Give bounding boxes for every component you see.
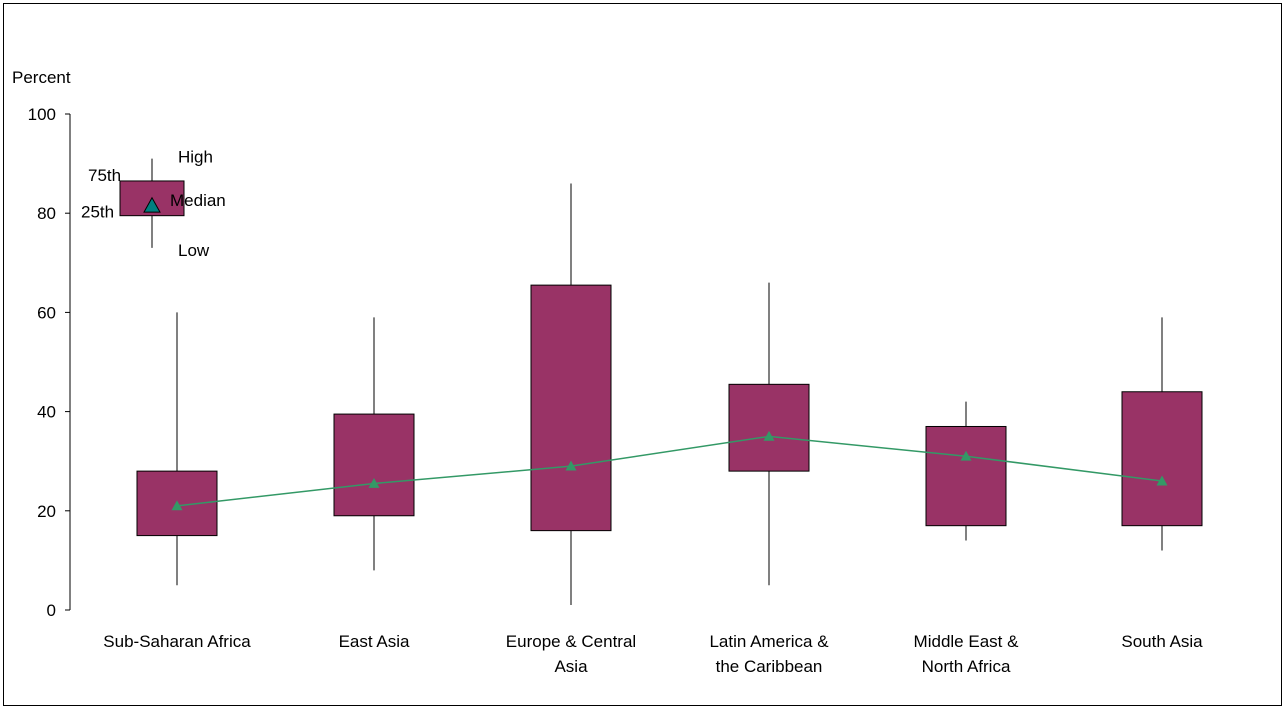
key-label-high: High [178, 148, 213, 167]
x-tick-label: South Asia [1121, 632, 1203, 651]
chart-frame [3, 3, 1282, 706]
median-marker [368, 478, 380, 488]
x-tick-label: Sub-Saharan Africa [103, 632, 251, 651]
median-marker [171, 500, 183, 511]
whiskers [176, 183, 1163, 606]
x-tick-label: Middle East & North Africa [914, 632, 1020, 676]
y-tick-label: 80 [37, 204, 56, 223]
y-axis-ticks: 0 20 40 60 80 100 [28, 105, 70, 620]
x-tick-label: East Asia [339, 632, 410, 651]
y-tick-label: 20 [37, 502, 56, 521]
key-label-median: Median [170, 191, 226, 210]
box [530, 284, 612, 532]
legend-key: High 75th Median 25th Low [81, 148, 226, 260]
y-tick-label: 0 [47, 601, 56, 620]
key-median-marker [143, 196, 161, 213]
y-axis-title: Percent [12, 68, 71, 87]
key-label-q3: 75th [88, 166, 121, 185]
box [333, 413, 415, 517]
median-marker [565, 460, 577, 471]
median-marker [960, 450, 972, 461]
y-tick-label: 60 [37, 303, 56, 322]
box [925, 425, 1007, 527]
x-tick-label: Latin America & the Caribbean [709, 632, 829, 676]
x-tick-label: Europe & Central Asia [506, 632, 636, 676]
boxes [136, 284, 1203, 537]
y-tick-label: 40 [37, 403, 56, 422]
box [728, 383, 810, 472]
median-marker [763, 430, 775, 441]
median-line [176, 435, 1163, 507]
x-axis-labels: Sub-Saharan Africa East Asia Europe & Cent… [103, 632, 1203, 676]
box [1121, 391, 1203, 527]
median-marker [1156, 475, 1168, 486]
median-markers [171, 430, 1168, 511]
y-tick-label: 100 [28, 105, 56, 124]
key-label-q1: 25th [81, 203, 114, 222]
key-label-low: Low [178, 241, 210, 260]
